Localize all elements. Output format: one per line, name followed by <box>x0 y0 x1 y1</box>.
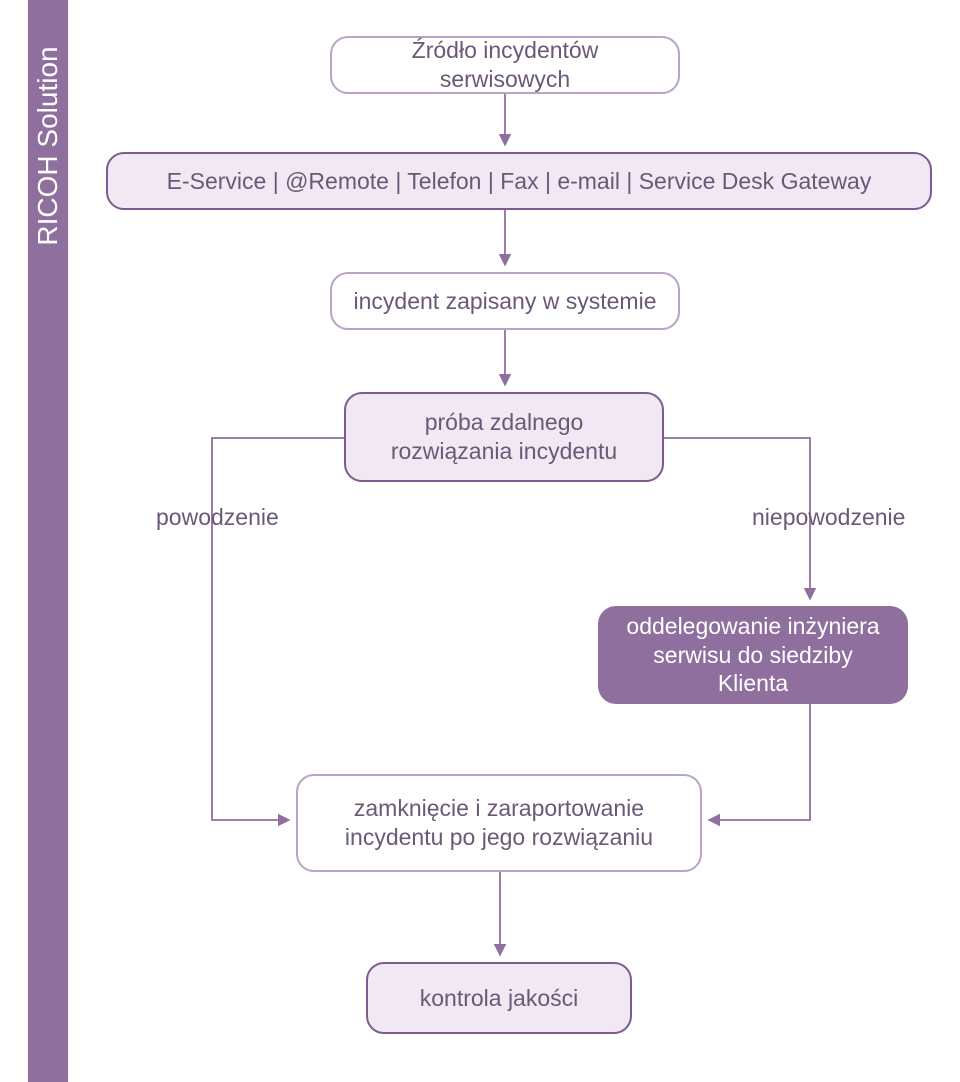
node-source: Źródło incydentów serwisowych <box>330 36 680 94</box>
node-logged: incydent zapisany w systemie <box>330 272 680 330</box>
node-quality: kontrola jakości <box>366 962 632 1034</box>
sidebar-brand-bar: RICOH Solution <box>28 0 68 1082</box>
node-remote: próba zdalnego rozwiązania incydentu <box>344 392 664 482</box>
label-failure: niepowodzenie <box>752 504 905 531</box>
node-delegate: oddelegowanie inżyniera serwisu do siedz… <box>598 606 908 704</box>
node-close: zamknięcie i zaraportowanie incydentu po… <box>296 774 702 872</box>
sidebar-brand-text: RICOH Solution <box>32 46 64 245</box>
label-success: powodzenie <box>156 504 279 531</box>
node-channels: E-Service | @Remote | Telefon | Fax | e-… <box>106 152 932 210</box>
